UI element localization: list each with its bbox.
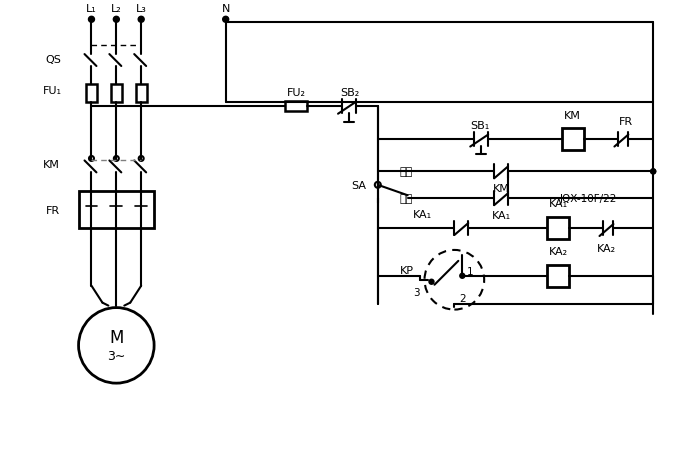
Text: KA₁: KA₁ xyxy=(491,211,510,221)
Text: KA₂: KA₂ xyxy=(549,247,568,257)
Circle shape xyxy=(651,169,655,175)
Bar xyxy=(136,85,146,103)
Text: N: N xyxy=(221,4,230,14)
Bar xyxy=(285,101,307,111)
Text: 1: 1 xyxy=(467,266,473,276)
Text: FU₂: FU₂ xyxy=(286,88,306,98)
Text: KM: KM xyxy=(493,184,510,194)
Text: QS: QS xyxy=(46,55,62,65)
Bar xyxy=(86,85,97,103)
Bar xyxy=(547,265,569,287)
Bar xyxy=(547,218,569,239)
Text: 3: 3 xyxy=(414,287,420,297)
Text: 自动: 自动 xyxy=(400,194,413,204)
Bar xyxy=(78,192,154,228)
Text: 3∼: 3∼ xyxy=(107,349,126,362)
Circle shape xyxy=(429,280,434,285)
Circle shape xyxy=(113,17,120,23)
Text: JQX-10F/22: JQX-10F/22 xyxy=(560,194,617,204)
Circle shape xyxy=(651,169,655,175)
Text: M: M xyxy=(109,329,124,347)
Text: KP: KP xyxy=(400,265,414,275)
Text: L₂: L₂ xyxy=(111,4,122,14)
Text: L₃: L₃ xyxy=(136,4,146,14)
Circle shape xyxy=(138,17,144,23)
Text: SB₂: SB₂ xyxy=(340,88,359,98)
Text: 2: 2 xyxy=(459,293,466,303)
Text: KA₂: KA₂ xyxy=(597,243,616,253)
Text: SB₁: SB₁ xyxy=(471,120,490,130)
Text: FR: FR xyxy=(45,205,60,215)
Text: KA₁: KA₁ xyxy=(549,199,568,209)
Text: KM: KM xyxy=(564,110,581,120)
Bar xyxy=(111,85,122,103)
Circle shape xyxy=(223,17,229,23)
Text: 手动: 手动 xyxy=(400,167,413,177)
Bar xyxy=(562,129,583,150)
Circle shape xyxy=(89,17,94,23)
Text: KM: KM xyxy=(43,160,60,170)
Text: FR: FR xyxy=(619,117,633,127)
Text: FU₁: FU₁ xyxy=(43,86,62,96)
Text: KA₁: KA₁ xyxy=(413,210,432,220)
Text: SA: SA xyxy=(351,180,366,190)
Circle shape xyxy=(460,274,465,278)
Text: L₁: L₁ xyxy=(86,4,97,14)
